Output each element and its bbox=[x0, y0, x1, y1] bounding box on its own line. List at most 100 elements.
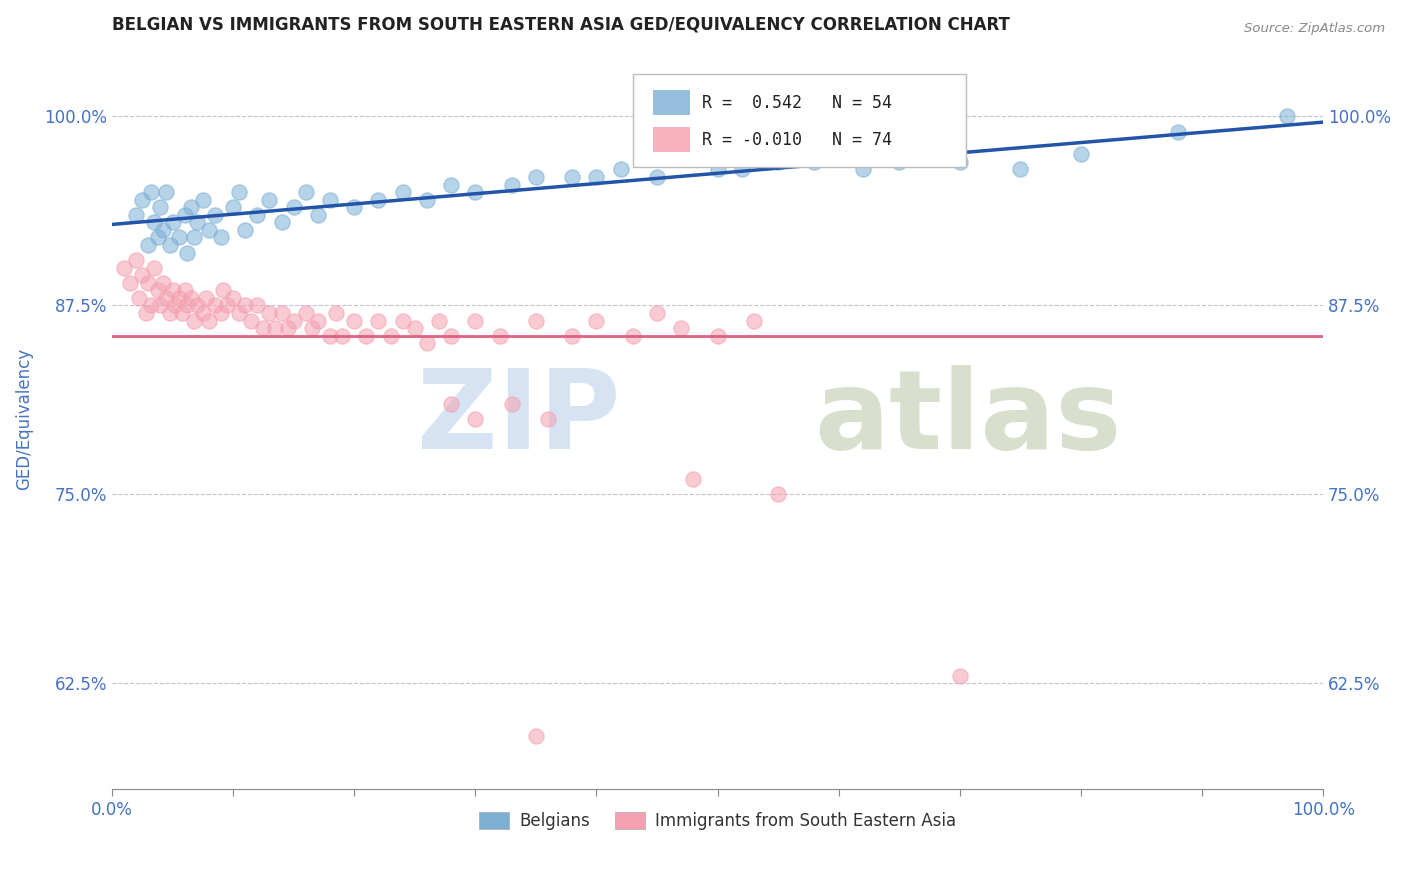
Point bbox=[270, 215, 292, 229]
Text: atlas: atlas bbox=[814, 366, 1122, 473]
Point bbox=[561, 328, 583, 343]
Point bbox=[277, 321, 299, 335]
Point bbox=[1010, 162, 1032, 177]
Point bbox=[163, 298, 186, 312]
FancyBboxPatch shape bbox=[633, 74, 966, 167]
Point bbox=[191, 306, 214, 320]
Point bbox=[222, 200, 245, 214]
Point bbox=[180, 200, 202, 214]
Point bbox=[162, 283, 184, 297]
Point bbox=[195, 291, 218, 305]
Point bbox=[488, 328, 510, 343]
Point bbox=[464, 313, 486, 327]
Point bbox=[186, 298, 208, 312]
Point bbox=[152, 223, 174, 237]
Point bbox=[209, 230, 232, 244]
Point bbox=[621, 328, 644, 343]
Point bbox=[143, 260, 166, 275]
Point bbox=[852, 162, 875, 177]
Point bbox=[706, 162, 728, 177]
Point bbox=[252, 321, 274, 335]
Point bbox=[228, 306, 250, 320]
Point bbox=[440, 178, 463, 192]
Text: Source: ZipAtlas.com: Source: ZipAtlas.com bbox=[1244, 22, 1385, 36]
Point bbox=[1070, 147, 1092, 161]
Point bbox=[537, 412, 560, 426]
Point bbox=[246, 208, 269, 222]
Point bbox=[143, 215, 166, 229]
Point bbox=[176, 245, 198, 260]
Point bbox=[1167, 125, 1189, 139]
Point bbox=[162, 215, 184, 229]
Point bbox=[561, 169, 583, 184]
Point bbox=[128, 291, 150, 305]
Point bbox=[803, 154, 825, 169]
Legend: Belgians, Immigrants from South Eastern Asia: Belgians, Immigrants from South Eastern … bbox=[472, 805, 963, 837]
Point bbox=[294, 185, 316, 199]
Point bbox=[149, 298, 172, 312]
Point bbox=[136, 238, 159, 252]
Point bbox=[440, 397, 463, 411]
Point bbox=[766, 487, 789, 501]
Point bbox=[198, 313, 221, 327]
Point bbox=[155, 291, 177, 305]
Point bbox=[159, 238, 181, 252]
Point bbox=[330, 328, 353, 343]
Point bbox=[501, 178, 523, 192]
Point bbox=[380, 328, 402, 343]
Point bbox=[233, 298, 256, 312]
Point bbox=[731, 162, 754, 177]
Point bbox=[246, 298, 269, 312]
Point bbox=[325, 306, 347, 320]
Point bbox=[112, 260, 135, 275]
Point bbox=[125, 253, 148, 268]
Point bbox=[391, 185, 413, 199]
Point bbox=[524, 313, 547, 327]
Point bbox=[131, 193, 153, 207]
Point bbox=[706, 328, 728, 343]
Point bbox=[204, 298, 226, 312]
Point bbox=[464, 412, 486, 426]
Text: ZIP: ZIP bbox=[418, 366, 620, 473]
Point bbox=[464, 185, 486, 199]
Point bbox=[319, 193, 342, 207]
Point bbox=[131, 268, 153, 283]
FancyBboxPatch shape bbox=[654, 90, 690, 115]
Point bbox=[198, 223, 221, 237]
Point bbox=[283, 200, 305, 214]
Point bbox=[125, 208, 148, 222]
Point bbox=[645, 306, 668, 320]
Point bbox=[671, 321, 693, 335]
Point bbox=[259, 306, 281, 320]
Point bbox=[949, 669, 972, 683]
Point bbox=[742, 313, 765, 327]
Text: R = -0.010   N = 74: R = -0.010 N = 74 bbox=[702, 130, 891, 149]
Point bbox=[215, 298, 238, 312]
Point bbox=[173, 208, 195, 222]
Point bbox=[501, 397, 523, 411]
Point bbox=[367, 313, 389, 327]
Point bbox=[356, 328, 378, 343]
Text: BELGIAN VS IMMIGRANTS FROM SOUTH EASTERN ASIA GED/EQUIVALENCY CORRELATION CHART: BELGIAN VS IMMIGRANTS FROM SOUTH EASTERN… bbox=[112, 15, 1010, 33]
Point bbox=[120, 276, 142, 290]
Point bbox=[343, 313, 366, 327]
Y-axis label: GED/Equivalency: GED/Equivalency bbox=[15, 348, 32, 490]
Point bbox=[233, 223, 256, 237]
Point bbox=[1275, 110, 1298, 124]
Point bbox=[139, 298, 162, 312]
Point bbox=[180, 291, 202, 305]
Point bbox=[404, 321, 426, 335]
Point bbox=[212, 283, 235, 297]
Point bbox=[645, 169, 668, 184]
Point bbox=[240, 313, 263, 327]
Point bbox=[301, 321, 323, 335]
Point bbox=[585, 313, 607, 327]
Point bbox=[270, 306, 292, 320]
Point bbox=[609, 162, 631, 177]
Point bbox=[343, 200, 366, 214]
Point bbox=[136, 276, 159, 290]
Point bbox=[766, 154, 789, 169]
Point bbox=[264, 321, 287, 335]
Point bbox=[135, 306, 157, 320]
Point bbox=[585, 169, 607, 184]
